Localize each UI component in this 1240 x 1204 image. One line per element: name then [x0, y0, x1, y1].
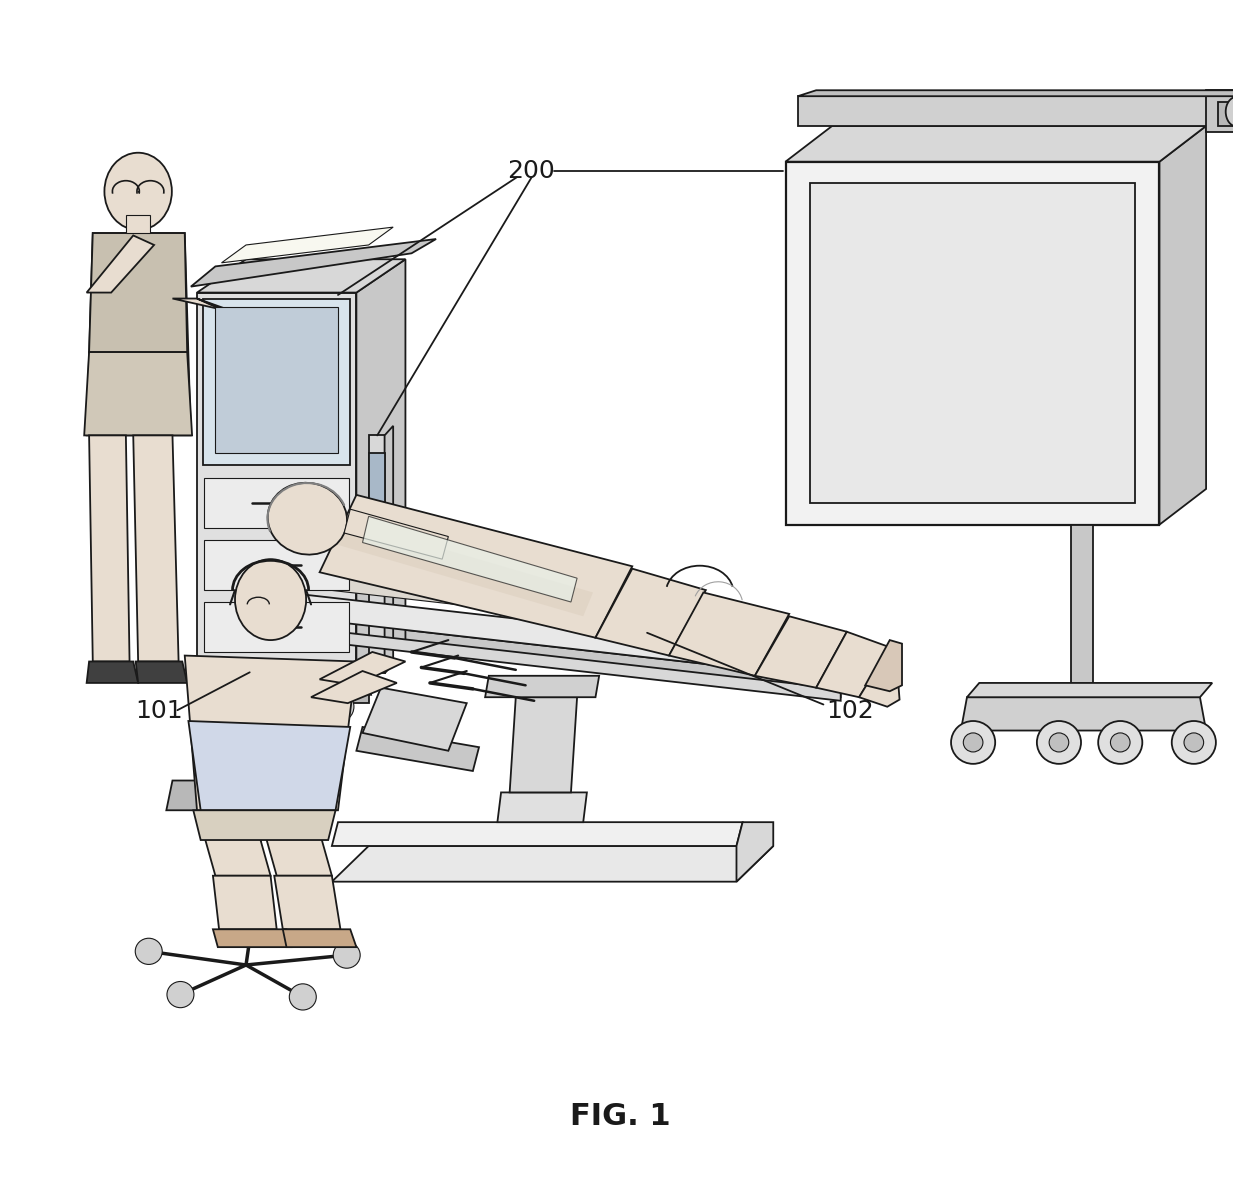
Polygon shape	[1219, 102, 1240, 126]
Polygon shape	[320, 653, 405, 685]
Polygon shape	[785, 126, 1207, 161]
Polygon shape	[797, 96, 1240, 126]
Circle shape	[1099, 721, 1142, 763]
Polygon shape	[264, 590, 841, 679]
Polygon shape	[216, 307, 339, 453]
Polygon shape	[485, 675, 599, 697]
Polygon shape	[345, 509, 449, 559]
Polygon shape	[213, 929, 291, 948]
Text: 102: 102	[826, 700, 874, 724]
Polygon shape	[277, 568, 853, 650]
Polygon shape	[133, 436, 179, 661]
Ellipse shape	[104, 153, 172, 230]
Text: 101: 101	[135, 700, 184, 724]
Polygon shape	[785, 161, 1159, 525]
Polygon shape	[368, 436, 384, 673]
Polygon shape	[274, 875, 341, 929]
Circle shape	[322, 691, 353, 722]
Polygon shape	[87, 234, 191, 436]
Ellipse shape	[1225, 96, 1240, 126]
Polygon shape	[326, 679, 368, 703]
Polygon shape	[737, 822, 774, 881]
Polygon shape	[185, 655, 356, 810]
Polygon shape	[368, 453, 384, 533]
Circle shape	[951, 721, 996, 763]
Polygon shape	[197, 293, 356, 673]
Polygon shape	[320, 495, 632, 638]
Polygon shape	[332, 846, 774, 881]
Polygon shape	[816, 632, 890, 697]
Circle shape	[135, 938, 162, 964]
Polygon shape	[197, 259, 405, 293]
Polygon shape	[258, 810, 332, 875]
Polygon shape	[595, 568, 706, 655]
Circle shape	[167, 981, 193, 1008]
Polygon shape	[755, 616, 847, 687]
Circle shape	[1184, 733, 1204, 752]
Polygon shape	[283, 929, 356, 948]
Polygon shape	[187, 673, 371, 695]
Polygon shape	[213, 875, 277, 929]
Polygon shape	[810, 183, 1135, 503]
Polygon shape	[339, 521, 593, 616]
Polygon shape	[356, 727, 479, 771]
Polygon shape	[84, 352, 192, 436]
Polygon shape	[188, 721, 350, 810]
Polygon shape	[197, 299, 295, 335]
Polygon shape	[330, 673, 342, 703]
Polygon shape	[193, 810, 336, 840]
Polygon shape	[232, 810, 260, 927]
Text: 200: 200	[507, 159, 556, 183]
Polygon shape	[670, 592, 789, 675]
Polygon shape	[205, 478, 348, 529]
Polygon shape	[356, 259, 405, 673]
Polygon shape	[246, 590, 264, 624]
Circle shape	[289, 984, 316, 1010]
Polygon shape	[497, 792, 587, 822]
Polygon shape	[384, 426, 393, 673]
Circle shape	[963, 733, 983, 752]
Circle shape	[1037, 721, 1081, 763]
Polygon shape	[205, 541, 348, 590]
Circle shape	[1049, 733, 1069, 752]
Polygon shape	[89, 436, 129, 661]
Circle shape	[1172, 721, 1216, 763]
Polygon shape	[961, 697, 1207, 731]
Polygon shape	[191, 240, 436, 287]
Polygon shape	[205, 602, 348, 653]
Polygon shape	[197, 810, 270, 875]
Polygon shape	[89, 234, 187, 352]
Polygon shape	[135, 661, 187, 683]
Polygon shape	[264, 614, 841, 697]
Polygon shape	[866, 641, 901, 691]
Polygon shape	[222, 228, 393, 262]
Polygon shape	[797, 90, 1240, 96]
Circle shape	[238, 914, 265, 940]
Polygon shape	[332, 822, 743, 846]
Polygon shape	[126, 216, 150, 234]
Circle shape	[334, 942, 360, 968]
Polygon shape	[311, 671, 397, 703]
Polygon shape	[859, 648, 899, 707]
Circle shape	[1111, 733, 1130, 752]
Circle shape	[200, 691, 232, 722]
Text: FIG. 1: FIG. 1	[569, 1102, 671, 1131]
Ellipse shape	[268, 483, 347, 555]
Polygon shape	[362, 687, 466, 751]
Polygon shape	[87, 661, 138, 683]
Polygon shape	[172, 299, 270, 329]
Polygon shape	[166, 780, 332, 810]
Ellipse shape	[236, 559, 306, 641]
Polygon shape	[510, 697, 577, 792]
Polygon shape	[1159, 126, 1207, 525]
Polygon shape	[1207, 90, 1240, 132]
Polygon shape	[1071, 525, 1094, 697]
Polygon shape	[87, 236, 154, 293]
Polygon shape	[967, 683, 1213, 697]
Polygon shape	[264, 624, 841, 701]
Polygon shape	[362, 517, 577, 602]
Polygon shape	[203, 299, 350, 465]
Circle shape	[260, 691, 293, 722]
